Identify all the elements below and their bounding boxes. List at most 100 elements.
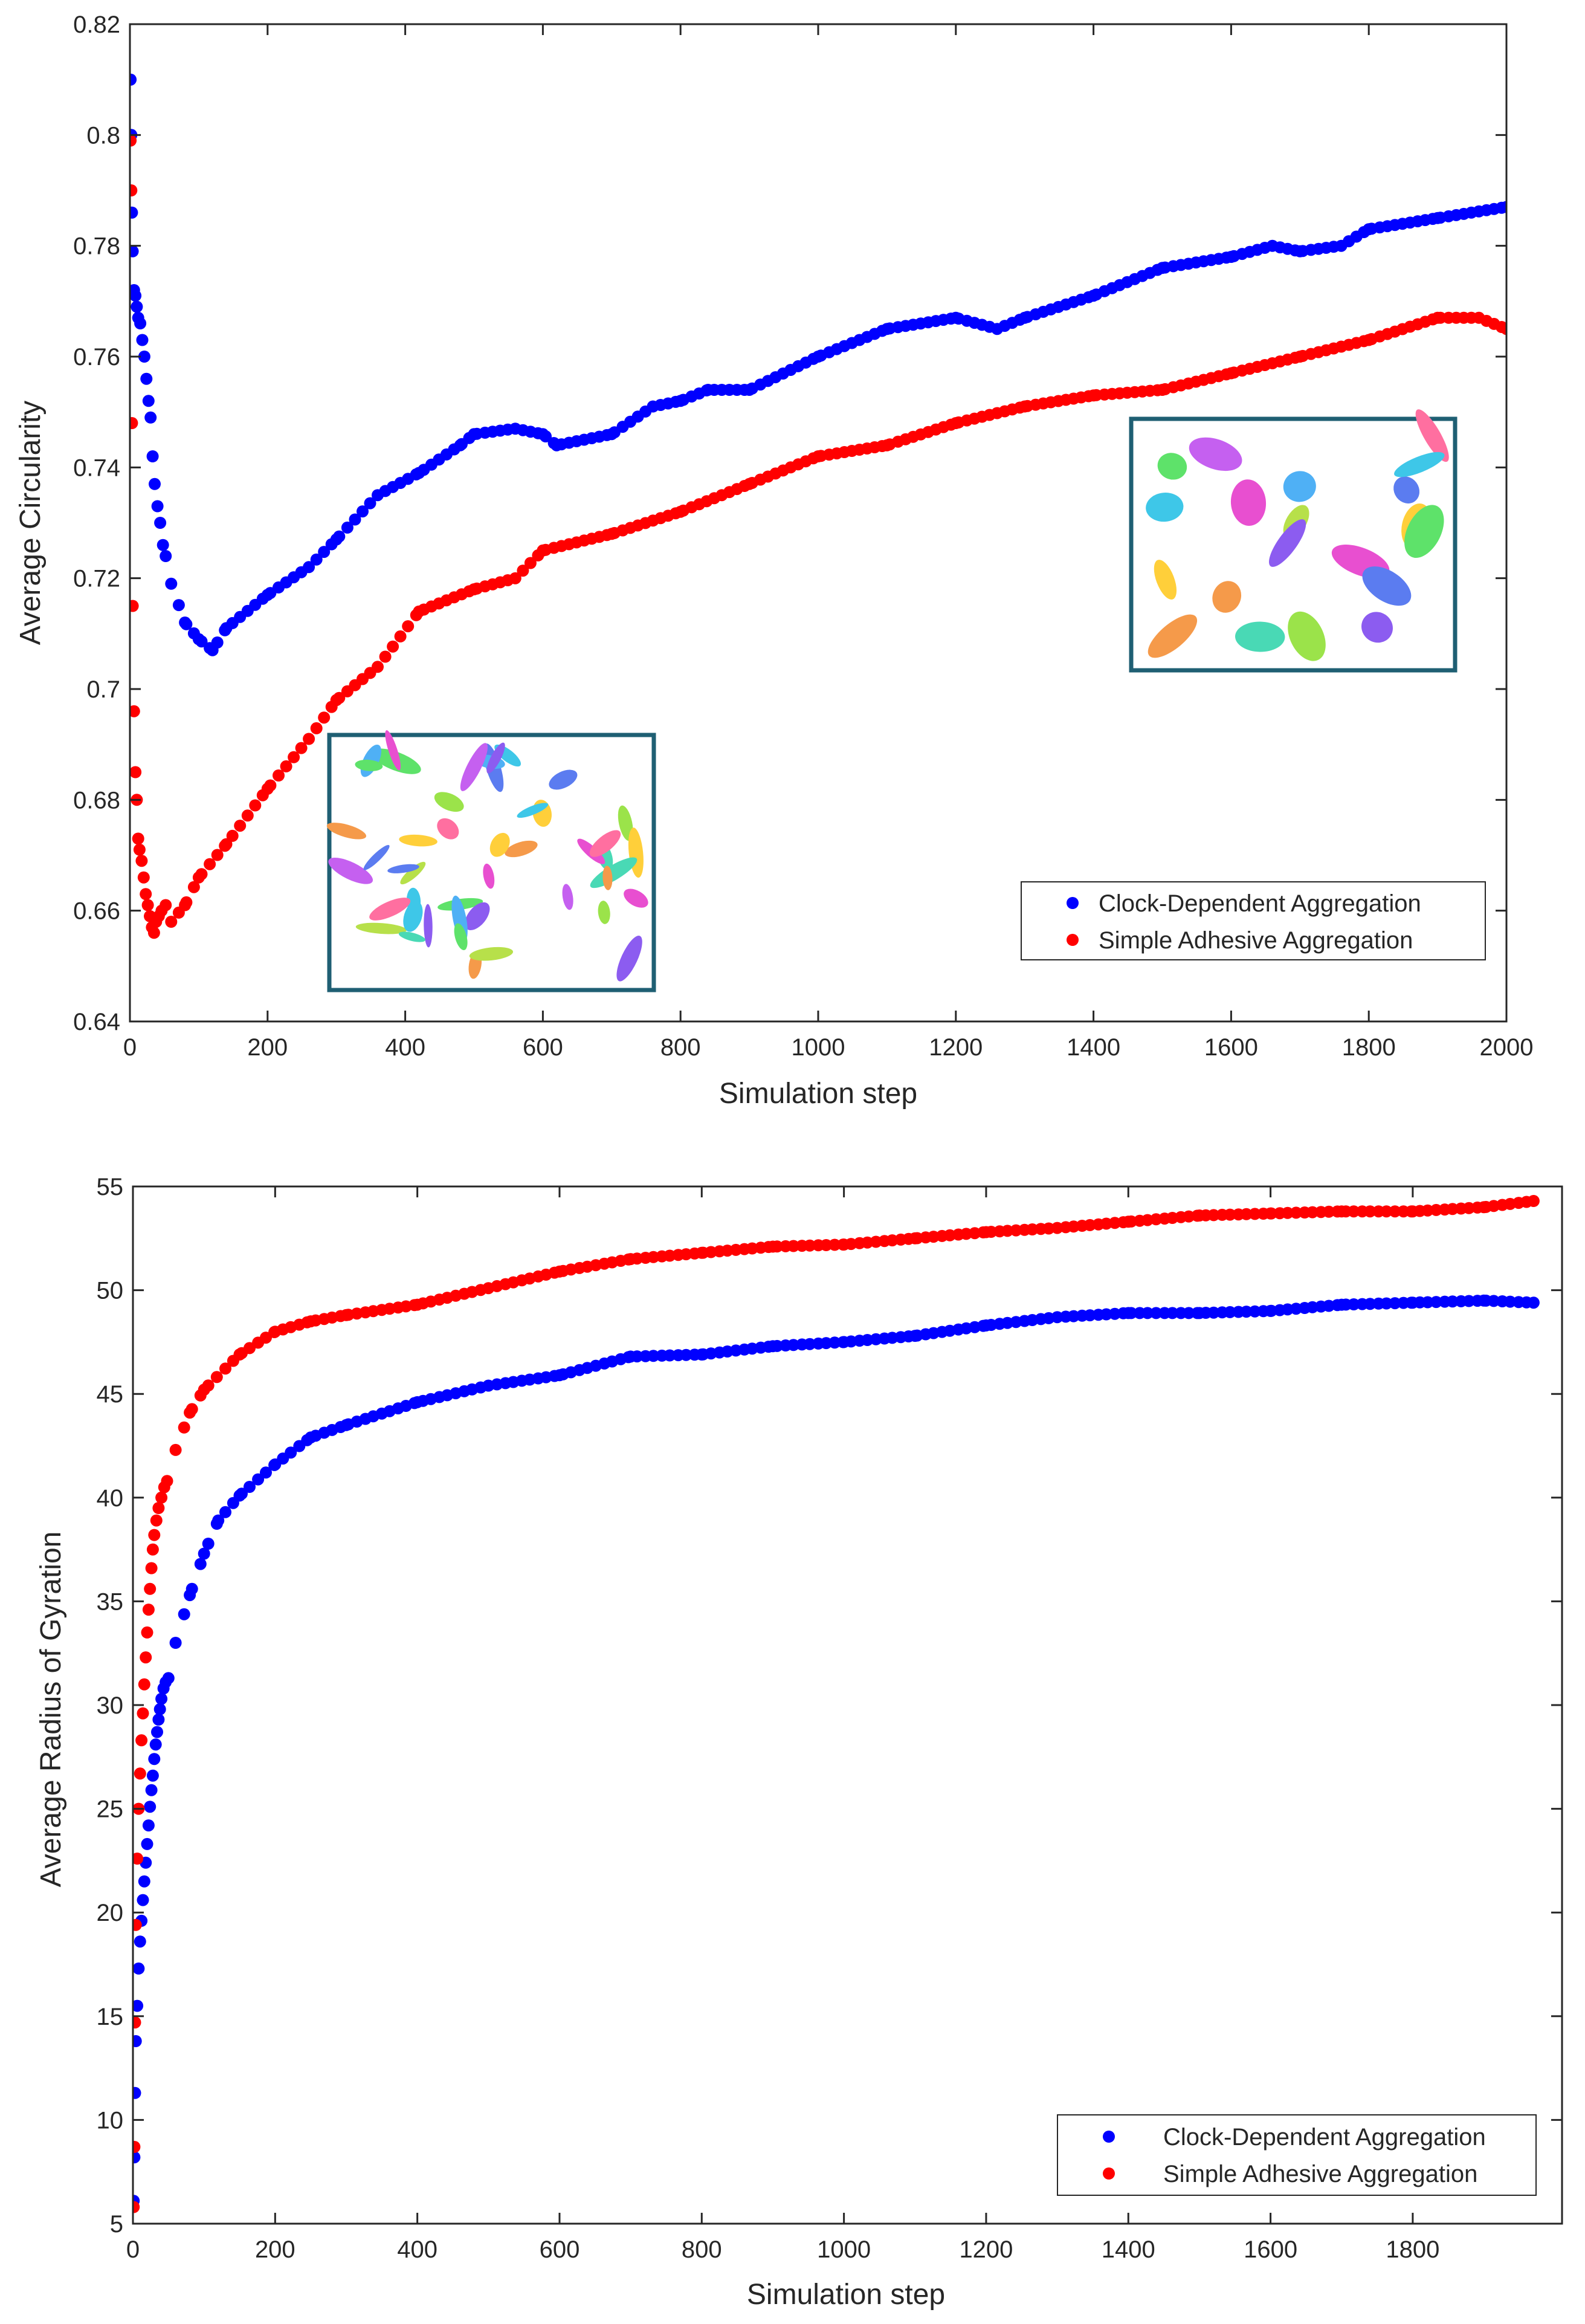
point-clock-45 [318, 546, 331, 558]
point-simple-33 [241, 809, 254, 822]
point-simple-9 [138, 1678, 150, 1691]
y-tick-label: 5 [110, 2211, 123, 2238]
x-tick-label: 1600 [1244, 2236, 1297, 2263]
x-tick-label: 200 [255, 2236, 295, 2263]
point-clock-25 [169, 1637, 182, 1649]
point-simple-47 [333, 691, 346, 704]
cluster-blob [602, 866, 613, 890]
y-tick-label: 55 [97, 1174, 124, 1200]
point-clock-5 [133, 1962, 145, 1975]
cluster-blob [1154, 560, 1177, 600]
point-simple-19 [155, 1491, 168, 1504]
point-clock-157 [1125, 1307, 1137, 1319]
cluster-blob [589, 830, 621, 857]
x-tick-label: 1000 [817, 2236, 871, 2263]
point-simple-43 [310, 722, 323, 734]
point-clock-44 [310, 553, 323, 566]
cluster-blob [387, 864, 419, 873]
y-tick-label: 25 [97, 1796, 124, 1823]
y-tick-label: 0.8 [86, 122, 120, 149]
point-simple-73 [517, 565, 529, 577]
point-clock-19 [160, 550, 172, 562]
y-tick-label: 0.68 [73, 787, 120, 814]
point-simple-25 [186, 1403, 198, 1416]
point-clock-11 [140, 372, 153, 385]
cluster-blob [1212, 581, 1242, 613]
x-tick-label: 1800 [1386, 2236, 1439, 2263]
cluster-blob [385, 730, 401, 771]
point-clock-114 [804, 1338, 816, 1350]
point-clock-97 [680, 1348, 692, 1361]
point-clock-26 [195, 635, 208, 648]
point-simple-11 [140, 888, 152, 901]
x-tick-label: 1400 [1067, 1034, 1120, 1061]
cluster-blob [1235, 621, 1285, 652]
point-simple-3 [130, 600, 139, 612]
point-simple-30 [220, 838, 233, 850]
cluster-blob [598, 901, 610, 924]
point-simple-24 [187, 881, 200, 893]
cluster-blob [489, 832, 510, 857]
point-simple-13 [144, 1582, 157, 1595]
axis-ticks: 0 200 400 600 800 1000 1200 1400 1600 1800 2000 0.6… [73, 11, 1533, 1061]
point-simple-168 [1240, 1208, 1253, 1220]
point-simple-0 [130, 134, 137, 147]
legend-marker-clock [1103, 2131, 1115, 2143]
cluster-blob [399, 834, 437, 847]
point-simple-4 [133, 1853, 144, 1865]
point-clock-18 [151, 1726, 163, 1738]
point-simple-10 [137, 871, 150, 884]
point-clock-12 [142, 395, 155, 407]
point-clock-34 [219, 1506, 231, 1518]
cluster-blob [424, 904, 433, 948]
point-simple-185 [1364, 1205, 1377, 1218]
point-simple-138 [1010, 1224, 1022, 1237]
x-tick-label: 1600 [1204, 1034, 1258, 1061]
cluster-blob [398, 931, 425, 942]
x-tick-label: 600 [540, 2236, 580, 2263]
x-tick-label: 600 [523, 1034, 563, 1061]
x-tick-label: 800 [682, 2236, 722, 2263]
point-simple-188 [1389, 1205, 1401, 1218]
point-clock-5 [130, 290, 142, 302]
point-clock-93 [647, 1350, 660, 1362]
point-clock-17 [154, 517, 167, 529]
point-clock-198 [1430, 1296, 1442, 1309]
point-simple-2 [133, 2016, 141, 2029]
point-simple-7 [135, 1734, 148, 1747]
legend-label-clock: Clock-Dependent Aggregation [1099, 890, 1421, 917]
point-clock-29 [211, 636, 224, 649]
legend-label-clock: Clock-Dependent Aggregation [1163, 2124, 1486, 2151]
point-simple-106 [771, 1240, 783, 1253]
cluster-blob [355, 759, 383, 771]
cluster-blob [549, 769, 578, 790]
point-simple-187 [1380, 1205, 1393, 1218]
point-simple-112 [820, 1239, 833, 1251]
point-simple-0 [133, 2201, 140, 2213]
point-clock-1 [133, 2151, 141, 2164]
point-simple-9 [135, 855, 148, 867]
cluster-blob [1189, 437, 1242, 471]
x-tick-label: 1200 [959, 2236, 1013, 2263]
x-tick-label: 0 [123, 1034, 137, 1061]
point-clock-9 [136, 334, 149, 346]
point-simple-8 [133, 843, 146, 856]
inset-clock-dependent-snapshot [1129, 409, 1457, 673]
point-simple-177 [1306, 1206, 1319, 1219]
point-clock-200 [1446, 1295, 1459, 1308]
cluster-blob [1394, 452, 1445, 477]
point-clock-91 [631, 1350, 644, 1363]
point-simple-38 [273, 769, 285, 782]
x-tick-label: 1200 [929, 1034, 983, 1061]
point-clock-21 [155, 1692, 168, 1705]
point-clock-31 [202, 1538, 215, 1550]
cluster-blob [403, 901, 423, 932]
point-clock-49 [341, 521, 353, 534]
point-clock-21 [172, 599, 185, 612]
point-simple-113 [828, 1238, 841, 1251]
point-clock-9 [138, 1875, 150, 1888]
point-clock-14 [145, 1784, 158, 1796]
cluster-blob [1415, 409, 1449, 462]
point-simple-15 [147, 927, 160, 939]
